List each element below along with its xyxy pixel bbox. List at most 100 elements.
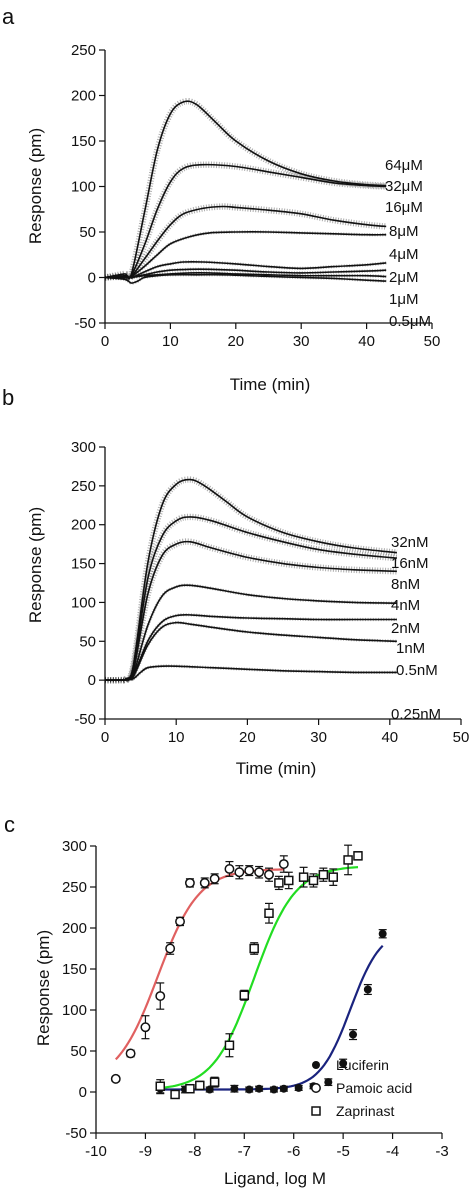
data-point-zaprinast xyxy=(195,1080,205,1091)
panel-b-x-axis-label: Time (min) xyxy=(236,759,317,778)
panel-b-series-0-error xyxy=(104,476,398,684)
panel-b-x-tick-label: 0 xyxy=(101,729,109,746)
panel-c-y-tick-label: 0 xyxy=(79,1084,87,1101)
panel-b-concentration-label: 32nM xyxy=(391,534,429,551)
panel-b-series-1-error xyxy=(104,513,398,684)
panel-a-series-2-line xyxy=(104,205,387,279)
panel-a-y-axis-label: Response (pm) xyxy=(26,128,45,244)
panel-a-concentration-label: 2μM xyxy=(389,269,418,286)
panel-b-chart: b -50 0 50 100 150 200 250 300 0 10 20 30 40 50 32nM 1… xyxy=(2,385,469,778)
data-point-pamoic-acid xyxy=(209,873,220,884)
panel-a-series-6-line xyxy=(105,272,387,279)
panel-b-series-1-line xyxy=(104,516,397,682)
data-point-luciferin xyxy=(339,1059,348,1068)
panel-a-x-axis-label: Time (min) xyxy=(230,375,311,394)
panel-b-x-tick-label: 20 xyxy=(239,729,256,746)
panel-b-y-tick-label: 300 xyxy=(71,439,96,456)
panel-b-x-tick-label: 40 xyxy=(381,729,398,746)
data-point-zaprinast xyxy=(308,875,319,886)
panel-c-y-tick-label: 300 xyxy=(62,838,87,855)
panel-a-concentration-label: 64μM xyxy=(385,157,423,174)
panel-b-concentration-label: 8nM xyxy=(391,576,420,593)
data-point-zaprinast xyxy=(185,1083,195,1094)
legend-marker-luciferin xyxy=(312,1061,320,1069)
data-point-luciferin xyxy=(230,1084,239,1093)
data-point-pamoic-acid xyxy=(224,864,235,874)
panel-a-x-tick-label: 20 xyxy=(227,333,244,350)
panel-c-y-tick-label: 200 xyxy=(62,920,87,937)
panel-c-y-tick-label: 250 xyxy=(62,879,87,896)
panel-b-series-6-line xyxy=(105,665,397,682)
panel-b-concentration-label: 0.5nM xyxy=(396,662,438,679)
panel-b-y-tick-label: -50 xyxy=(74,711,96,728)
data-point-luciferin xyxy=(255,1084,264,1093)
data-point-luciferin xyxy=(378,929,387,938)
panel-a-y-tick-label: 0 xyxy=(88,270,96,287)
panel-a-series-3-line xyxy=(104,231,387,279)
panel-a-y-tick-label: 250 xyxy=(71,42,96,59)
panel-c-x-tick-label: -9 xyxy=(139,1143,152,1160)
panel-c-x-axis-label: Ligand, log M xyxy=(224,1169,326,1188)
data-point-luciferin xyxy=(279,1084,288,1093)
panel-c-x-tick-label: -3 xyxy=(435,1143,448,1160)
panel-a-series-1-line xyxy=(104,163,387,279)
panel-a-x-tick-label: 50 xyxy=(424,333,441,350)
panel-c-x-tick-label: -8 xyxy=(188,1143,201,1160)
data-point-pamoic-acid xyxy=(199,877,210,888)
panel-b-concentration-label: 16nM xyxy=(391,555,429,572)
panel-a-x-tick-label: 0 xyxy=(101,333,109,350)
panel-a-concentration-label: 32μM xyxy=(385,178,423,195)
panel-b-concentration-label: 4nM xyxy=(391,597,420,614)
data-point-zaprinast xyxy=(298,872,309,882)
data-point-luciferin xyxy=(363,985,372,994)
legend-marker-pamoic-acid xyxy=(311,1083,321,1093)
data-point-zaprinast xyxy=(284,875,294,886)
panel-a-x-tick-label: 40 xyxy=(358,333,375,350)
panel-c-x-tick-label: -5 xyxy=(336,1143,349,1160)
panel-c-x-tick-label: -6 xyxy=(287,1143,300,1160)
data-point-pamoic-acid xyxy=(125,1048,136,1059)
data-point-zaprinast xyxy=(209,1077,220,1087)
panel-b-concentration-label: 1nM xyxy=(396,640,425,657)
panel-b-x-tick-label: 10 xyxy=(168,729,185,746)
panel-a-concentration-label: 4μM xyxy=(389,246,418,263)
data-point-pamoic-acid xyxy=(140,1022,151,1033)
panel-b-y-tick-label: 150 xyxy=(71,556,96,573)
data-point-zaprinast xyxy=(264,908,274,918)
data-point-zaprinast xyxy=(353,851,363,861)
data-point-zaprinast xyxy=(239,990,250,1000)
panel-c-x-tick-label: -7 xyxy=(238,1143,251,1160)
data-point-luciferin xyxy=(294,1083,303,1092)
panel-a-x-tick-label: 10 xyxy=(162,333,179,350)
panel-c-chart: c -50 0 50 100 150 200 250 300 -10 -9 -8 -7 -6 -5 -4 -3… xyxy=(4,812,449,1188)
data-point-zaprinast xyxy=(155,1081,166,1092)
data-point-pamoic-acid xyxy=(175,916,185,927)
data-point-pamoic-acid xyxy=(244,865,255,876)
panel-a-concentration-label: 8μM xyxy=(389,223,418,240)
data-point-luciferin xyxy=(349,1030,358,1039)
legend-label: Pamoic acid xyxy=(336,1080,412,1096)
legend-label: Zaprinast xyxy=(336,1103,394,1119)
data-point-zaprinast xyxy=(274,878,284,888)
panel-b-y-tick-label: 50 xyxy=(79,633,96,650)
data-point-zaprinast xyxy=(318,869,329,880)
panel-c-x-tick-label: -10 xyxy=(85,1143,107,1160)
data-point-pamoic-acid xyxy=(165,943,176,954)
panel-b-y-axis-label: Response (pm) xyxy=(26,507,45,623)
data-point-pamoic-acid xyxy=(110,1073,121,1084)
panel-b-y-tick-label: 250 xyxy=(71,478,96,495)
panel-a-y-tick-label: 50 xyxy=(79,224,96,241)
panel-a-label: a xyxy=(2,4,15,29)
panel-c-y-tick-label: -50 xyxy=(65,1125,87,1142)
data-point-pamoic-acid xyxy=(264,869,274,880)
data-point-pamoic-acid xyxy=(254,867,265,878)
panel-c-x-tick-label: -4 xyxy=(386,1143,399,1160)
panel-b-concentration-label: 0.25nM xyxy=(391,706,441,723)
panel-c-label: c xyxy=(4,812,15,837)
panel-a-concentration-label: 0.5μM xyxy=(389,313,431,330)
legend-label: Luciferin xyxy=(336,1057,389,1073)
panel-a-y-tick-label: -50 xyxy=(74,315,96,332)
panel-a-x-tick-label: 30 xyxy=(293,333,310,350)
panel-b-concentration-label: 2nM xyxy=(391,620,420,637)
